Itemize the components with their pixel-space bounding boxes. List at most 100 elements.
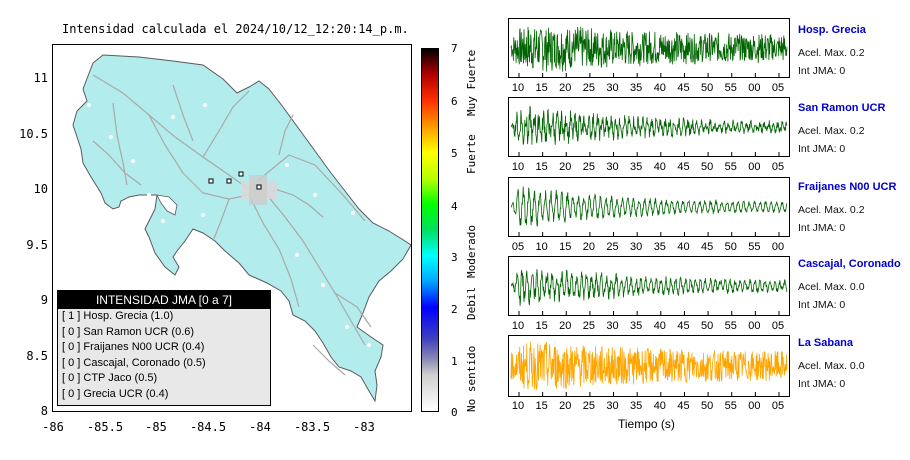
panel-tick-label: 05 bbox=[771, 82, 785, 94]
scale-tick: 2 bbox=[451, 303, 458, 316]
panel-tick-row: 05 10 15 20 25 30 35 40 45 50 55 00 bbox=[504, 241, 794, 255]
waveform-panel bbox=[508, 256, 790, 316]
scale-label: Debil bbox=[465, 286, 478, 320]
x-axis-label: Tiempo (s) bbox=[618, 417, 675, 431]
panel-tick-label: 30 bbox=[606, 161, 619, 173]
panel-tick-label: 20 bbox=[559, 400, 572, 412]
map-x-tick: -83.5 bbox=[293, 420, 331, 434]
map-x-tick: -85 bbox=[145, 420, 167, 434]
waveform-line bbox=[510, 26, 788, 72]
map-x-tick: -83 bbox=[353, 420, 375, 434]
panel-tick-label: 20 bbox=[582, 241, 596, 253]
panel-tick-label: 30 bbox=[606, 400, 619, 412]
urban-area bbox=[241, 175, 277, 205]
map-x-tick: -85.5 bbox=[86, 420, 124, 434]
panel-tick-label: 45 bbox=[677, 82, 690, 94]
panel-tick-label: 00 bbox=[748, 82, 761, 94]
panel-tick-label: 35 bbox=[630, 400, 643, 412]
panel-tick-label: 35 bbox=[653, 241, 666, 253]
station-int: Int JMA: 0 bbox=[798, 222, 846, 234]
scale-label: Muy Fuerte bbox=[465, 49, 478, 116]
panel-tick-label: 25 bbox=[606, 241, 619, 253]
waveform-trace bbox=[510, 26, 788, 77]
map-y-tick: 11 bbox=[33, 71, 48, 85]
legend-row: [ 0 ] San Ramon UCR (0.6) bbox=[62, 325, 195, 338]
waveform-panel bbox=[508, 18, 790, 78]
map-y-tick: 10 bbox=[33, 182, 48, 196]
scale-tick: 6 bbox=[451, 95, 458, 108]
waveform-line bbox=[510, 341, 788, 391]
panel-tick-label: 05 bbox=[511, 241, 525, 253]
station-accel: Acel. Max. 0.0 bbox=[798, 360, 865, 372]
panel-tick-label: 45 bbox=[677, 161, 690, 173]
panel-tick-label: 55 bbox=[724, 82, 737, 94]
panel-tick-label: 15 bbox=[535, 161, 548, 173]
waveform-line bbox=[510, 269, 788, 306]
station-accel: Acel. Max. 0.0 bbox=[798, 281, 865, 293]
waveform-4 bbox=[510, 341, 788, 396]
map-y-tick: 10.5 bbox=[19, 127, 48, 141]
panel-tick-label: 40 bbox=[653, 400, 666, 412]
panel-tick-label: 30 bbox=[606, 320, 619, 332]
panel-tick-label: 25 bbox=[582, 400, 596, 412]
scale-tick: 3 bbox=[451, 251, 458, 264]
map-x-tick: -84.5 bbox=[189, 420, 227, 434]
map-y-tick: 9 bbox=[40, 293, 48, 307]
legend-row: [ 0 ] Cascajal, Coronado (0.5) bbox=[62, 356, 206, 369]
panel-tick-label: 50 bbox=[700, 320, 714, 332]
panel-tick-label: 00 bbox=[771, 241, 785, 253]
panel-tick-label: 40 bbox=[653, 161, 666, 173]
map-x-tick: -84 bbox=[249, 420, 271, 434]
map-y-tick: 8.5 bbox=[26, 349, 48, 363]
station-name: Fraijanes N00 UCR bbox=[798, 181, 897, 193]
panel-tick-label: 45 bbox=[700, 241, 714, 253]
station-name: Cascajal, Coronado bbox=[798, 258, 901, 270]
waveform-line bbox=[510, 105, 788, 146]
panel-tick-label: 15 bbox=[535, 82, 548, 94]
panel-tick-label: 40 bbox=[653, 320, 666, 332]
intensity-legend: INTENSIDAD JMA [0 a 7] [ 1 ] Hosp. Greci… bbox=[57, 290, 271, 406]
panel-tick-label: 40 bbox=[677, 241, 690, 253]
map-x-tick: -86 bbox=[42, 420, 64, 434]
panel-tick-label: 50 bbox=[700, 82, 714, 94]
station-int: Int JMA: 0 bbox=[798, 378, 846, 390]
station-accel: Acel. Max. 0.2 bbox=[798, 125, 865, 137]
station-markers bbox=[208, 171, 262, 190]
panel-tick-label: 25 bbox=[582, 161, 596, 173]
legend-row: [ 0 ] Fraijanes N00 UCR (0.4) bbox=[62, 341, 205, 353]
waveform-2 bbox=[510, 186, 788, 236]
waveform-panel bbox=[508, 97, 790, 157]
panel-tick-label: 10 bbox=[511, 320, 525, 332]
scale-tick: 5 bbox=[451, 147, 458, 160]
map-title: Intensidad calculada el 2024/10/12_12:20… bbox=[62, 22, 409, 36]
panel-tick-row: 10 15 20 25 30 35 40 45 50 55 00 05 bbox=[504, 82, 794, 96]
legend-row: [ 1 ] Hosp. Grecia (1.0) bbox=[62, 310, 174, 322]
map-svg bbox=[72, 54, 411, 403]
station-int: Int JMA: 0 bbox=[798, 299, 846, 311]
panel-tick-label: 50 bbox=[724, 241, 737, 253]
waveform-panel bbox=[508, 177, 790, 237]
panel-tick-label: 55 bbox=[724, 161, 737, 173]
panel-tick-label: 40 bbox=[653, 82, 666, 94]
panel-tick-label: 00 bbox=[748, 320, 761, 332]
scale-tick: 7 bbox=[451, 42, 458, 55]
panel-tick-label: 30 bbox=[630, 241, 643, 253]
panel-tick-label: 45 bbox=[677, 400, 690, 412]
panel-tick-label: 10 bbox=[511, 400, 525, 412]
map-y-tick: 9.5 bbox=[26, 238, 48, 252]
scale-label: Moderado bbox=[465, 225, 478, 278]
panel-tick-label: 50 bbox=[700, 400, 714, 412]
panel-tick-label: 45 bbox=[677, 320, 690, 332]
station-name: San Ramon UCR bbox=[798, 102, 886, 114]
intensity-color-scale bbox=[421, 48, 439, 412]
waveform-0 bbox=[510, 26, 788, 77]
panel-tick-label: 15 bbox=[535, 400, 548, 412]
station-accel: Acel. Max. 0.2 bbox=[798, 47, 865, 59]
panel-tick-label: 05 bbox=[771, 161, 785, 173]
panel-tick-label: 00 bbox=[748, 400, 761, 412]
waveform-1 bbox=[510, 105, 788, 156]
panel-tick-label: 30 bbox=[606, 82, 619, 94]
panel-tick-label: 10 bbox=[511, 82, 525, 94]
panel-tick-label: 20 bbox=[559, 320, 572, 332]
waveform-3 bbox=[510, 269, 788, 315]
